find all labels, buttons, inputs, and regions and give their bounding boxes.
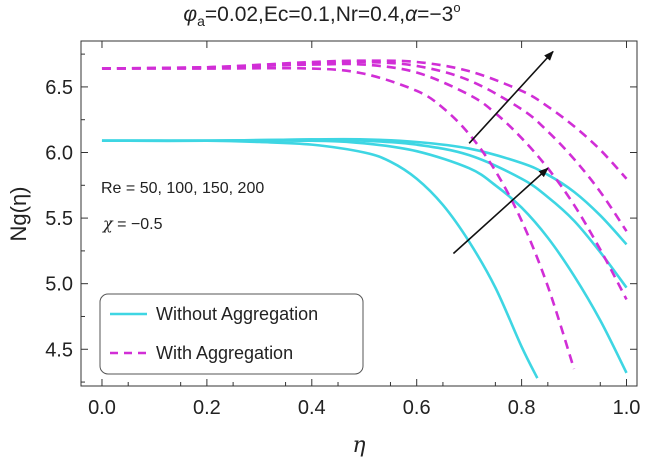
series-without-aggregation-4 xyxy=(101,137,628,246)
series-without-aggregation-3 xyxy=(101,138,628,289)
y-tick-label: 6.0 xyxy=(45,143,73,165)
x-tick-label: 1.0 xyxy=(613,397,641,419)
x-tick-label: 0.4 xyxy=(298,397,326,419)
series-with-aggregation-3 xyxy=(101,60,628,232)
x-tick-label: 0.2 xyxy=(193,397,221,419)
y-axis-label: Ng(η) xyxy=(6,186,31,241)
series-with-aggregation-4 xyxy=(101,59,628,180)
x-axis-label: η xyxy=(352,433,365,458)
y-axis-ticks: 4.5 5.0 5.5 6.0 6.5 xyxy=(45,53,637,383)
chart-title: φa=0.02,Ec=0.1,Nr=0.4,α=−3o xyxy=(183,0,460,29)
arrow-layer xyxy=(452,50,554,255)
plot-frame xyxy=(80,40,638,387)
title-alpha-value: =−3 xyxy=(417,3,453,26)
trend-arrow-2 xyxy=(452,167,549,255)
title-phi: φ xyxy=(183,3,197,26)
title-phi-sub: a xyxy=(197,13,205,29)
title-alpha: α xyxy=(405,3,418,26)
y-tick-label: 5.5 xyxy=(45,208,73,230)
legend-label-with: With Aggregation xyxy=(156,343,293,363)
legend-label-without: Without Aggregation xyxy=(156,304,318,324)
series-layer xyxy=(101,59,628,379)
chi-value: = −0.5 xyxy=(113,216,163,233)
trend-arrow-1 xyxy=(468,50,554,144)
y-tick-label: 4.5 xyxy=(45,339,73,361)
x-tick-label: 0.8 xyxy=(508,397,536,419)
x-axis-ticks: 0.0 0.2 0.4 0.6 0.8 1.0 xyxy=(88,41,640,419)
y-tick-label: 5.0 xyxy=(45,274,73,296)
y-tick-label: 6.5 xyxy=(45,77,73,99)
chi-symbol: χ xyxy=(102,214,114,233)
legend: Without Aggregation With Aggregation xyxy=(99,293,364,375)
re-annotation: Re = 50, 100, 150, 200 xyxy=(101,180,264,197)
x-tick-label: 0.6 xyxy=(403,397,431,419)
legend-box xyxy=(99,293,364,375)
x-tick-label: 0.0 xyxy=(88,397,116,419)
title-mid: =0.02,Ec=0.1,Nr=0.4, xyxy=(205,3,405,26)
title-degree: o xyxy=(453,0,460,15)
chi-annotation: χ = −0.5 xyxy=(102,214,163,233)
series-with-aggregation-1 xyxy=(101,66,576,370)
